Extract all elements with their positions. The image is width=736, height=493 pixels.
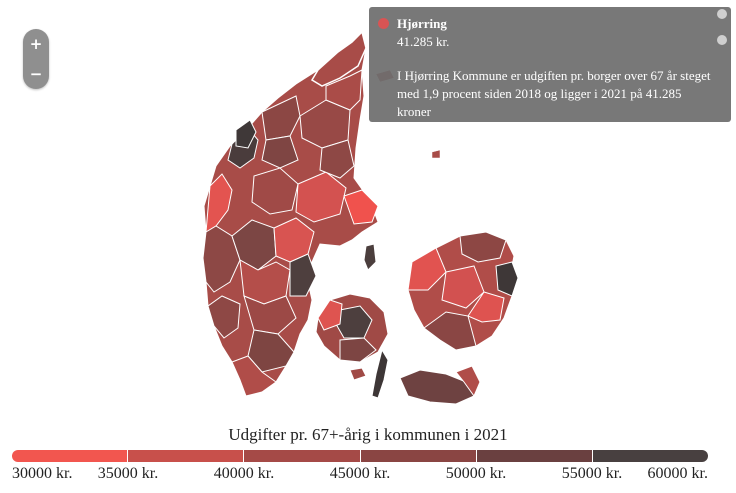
zoom-control: + − <box>23 29 49 89</box>
region-horsens[interactable] <box>289 253 317 297</box>
map[interactable] <box>0 0 736 425</box>
legend-label: 55000 kr. <box>561 465 623 482</box>
region-djursland[interactable] <box>343 189 379 225</box>
region-koege[interactable] <box>467 291 505 323</box>
region-tonder[interactable] <box>231 355 277 397</box>
tooltip-color-dot <box>378 18 389 29</box>
tooltip-corner-icon-2 <box>717 35 727 45</box>
region-vendsyssel-east[interactable] <box>325 69 363 111</box>
tooltip-corner-icon <box>717 9 727 19</box>
region-copenhagen[interactable] <box>495 261 519 297</box>
region-funen-south[interactable] <box>339 337 377 363</box>
region-skive[interactable] <box>261 135 299 169</box>
denmark-map[interactable] <box>0 0 736 425</box>
region-south-west[interactable] <box>207 295 241 339</box>
legend-label: 40000 kr. <box>213 465 275 482</box>
region-langeland[interactable] <box>371 348 389 399</box>
legend-segment <box>243 450 360 462</box>
legend-segment <box>591 450 708 462</box>
legend-labels: 30000 kr. 35000 kr. 40000 kr. 45000 kr. 5000… <box>0 465 736 489</box>
region-randers[interactable] <box>319 139 355 179</box>
legend-segment <box>127 450 244 462</box>
region-funen-west[interactable] <box>317 299 343 331</box>
legend-label: 50000 kr. <box>445 465 507 482</box>
legend-segment <box>359 450 476 462</box>
region-north-mid[interactable] <box>261 95 301 141</box>
tooltip-value: 41.285 kr. <box>397 34 450 49</box>
region-zealand-mid[interactable] <box>441 265 485 309</box>
region-hjorring[interactable] <box>310 30 367 87</box>
region-zealand-south[interactable] <box>423 311 477 351</box>
legend-label: 60000 kr. <box>647 465 708 482</box>
legend-label: 30000 kr. <box>12 465 73 482</box>
tooltip-description: I Hjørring Kommune er udgiften pr. borge… <box>397 68 711 119</box>
tooltip-title: Hjørring <box>397 16 447 31</box>
tooltip: Hjørring 41.285 kr. I Hjørring Kommune e… <box>369 7 731 122</box>
legend-label: 45000 kr. <box>329 465 391 482</box>
region-mors[interactable] <box>235 119 257 149</box>
region-anholt[interactable] <box>431 149 441 159</box>
region-aero[interactable] <box>349 367 367 381</box>
region-zealand-west[interactable] <box>407 247 447 291</box>
legend-title: Udgifter pr. 67+-årig i kommunen i 2021 <box>228 425 508 444</box>
region-zealand-north[interactable] <box>459 231 507 263</box>
region-falster[interactable] <box>455 365 481 398</box>
region-samso[interactable] <box>363 243 377 271</box>
legend-segment <box>12 450 128 462</box>
legend-segment <box>475 450 592 462</box>
legend-label: 35000 kr. <box>97 465 159 482</box>
legend-color-bar <box>12 450 708 462</box>
zoom-in-button[interactable]: + <box>29 35 43 53</box>
zoom-out-button[interactable]: − <box>29 65 43 83</box>
